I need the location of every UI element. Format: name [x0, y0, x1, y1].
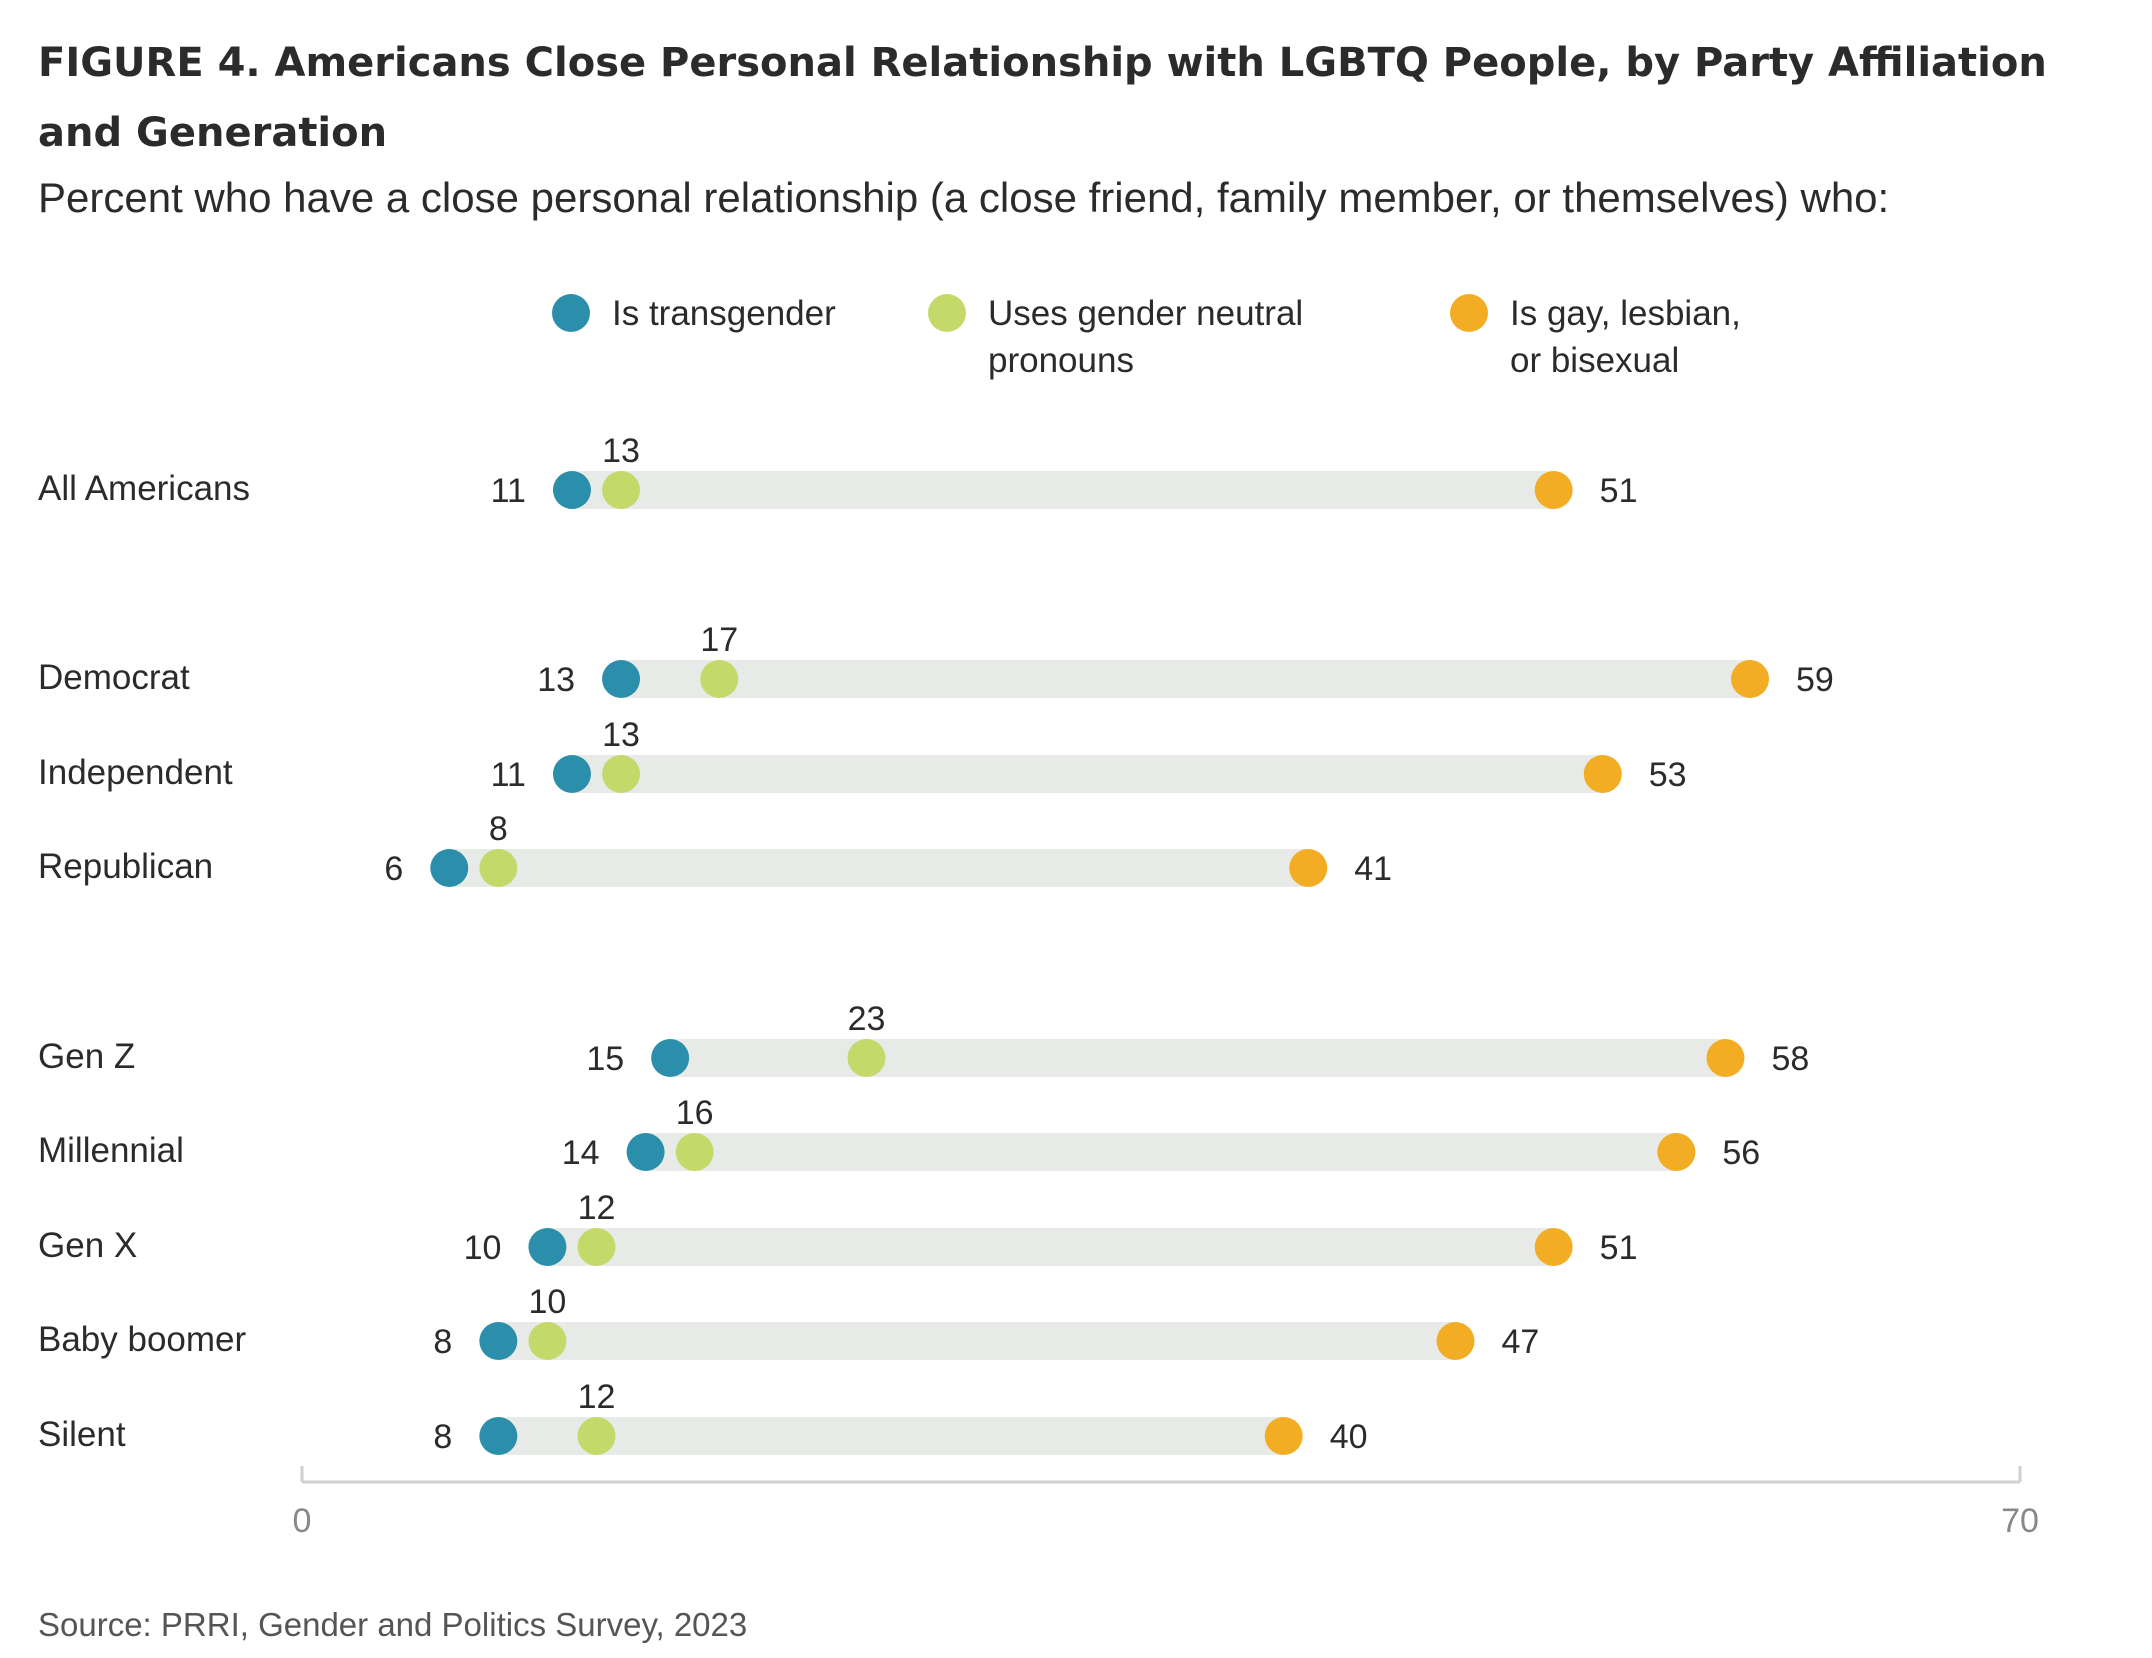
row-label: Silent — [38, 1415, 126, 1454]
row-label: Gen X — [38, 1226, 138, 1265]
legend-line: Is transgender — [612, 294, 836, 333]
range-track — [449, 849, 1309, 887]
row-label: Gen Z — [38, 1037, 136, 1076]
dot-transgender — [479, 1417, 518, 1455]
value-label-transgender: 14 — [562, 1134, 600, 1172]
value-label-neutral: 17 — [700, 621, 738, 659]
value-label-neutral: 13 — [602, 716, 640, 754]
value-label-lgb: 56 — [1722, 1134, 1760, 1172]
value-label-neutral: 12 — [578, 1378, 616, 1416]
dot-neutral — [602, 755, 641, 793]
value-label-lgb: 51 — [1600, 472, 1638, 510]
value-label-transgender: 11 — [491, 472, 526, 510]
value-label-transgender: 10 — [464, 1229, 502, 1267]
chart-title: FIGURE 4. Americans Close Personal Relat… — [38, 40, 2047, 156]
range-track — [498, 1417, 1284, 1455]
value-label-transgender: 11 — [491, 756, 526, 794]
source-note: Source: PRRI, Gender and Politics Survey… — [38, 1606, 748, 1643]
row-label: Baby boomer — [38, 1320, 247, 1359]
legend-dot-lgb — [1450, 294, 1488, 332]
range-track — [547, 1228, 1554, 1266]
value-label-transgender: 15 — [586, 1040, 624, 1078]
row-label: All Americans — [38, 469, 251, 508]
value-label-lgb: 41 — [1354, 850, 1392, 888]
legend-line: Uses gender neutral — [988, 294, 1304, 333]
value-label-lgb: 58 — [1771, 1040, 1809, 1078]
dot-transgender — [430, 849, 469, 887]
value-label-transgender: 8 — [433, 1418, 452, 1456]
legend-label-lgb: Is gay, lesbian, or bisexual — [1510, 290, 1870, 384]
chart-subtitle: Percent who have a close personal relati… — [38, 174, 1890, 221]
dot-transgender — [602, 660, 641, 698]
value-label-neutral: 23 — [848, 1000, 886, 1038]
legend-item-transgender: Is transgender — [552, 290, 972, 337]
dot-transgender — [528, 1228, 567, 1266]
dot-neutral — [577, 1417, 616, 1455]
x-tick-label: 70 — [2001, 1502, 2039, 1540]
value-label-lgb: 53 — [1649, 756, 1687, 794]
range-track — [498, 1322, 1456, 1360]
legend-label-transgender: Is transgender — [612, 290, 972, 337]
dot-lgb — [1436, 1322, 1475, 1360]
dot-neutral — [528, 1322, 567, 1360]
range-track — [670, 1039, 1726, 1077]
dot-lgb — [1534, 471, 1573, 509]
x-tick-label: 0 — [293, 1502, 312, 1540]
dot-neutral — [700, 660, 739, 698]
value-label-lgb: 40 — [1330, 1418, 1368, 1456]
legend-item-lgb: Is gay, lesbian, or bisexual — [1450, 290, 1870, 384]
row-label: Republican — [38, 847, 214, 886]
dot-lgb — [1289, 849, 1328, 887]
legend-line: Is gay, lesbian, — [1510, 294, 1741, 333]
value-label-neutral: 12 — [578, 1189, 616, 1227]
value-label-neutral: 10 — [529, 1283, 567, 1321]
value-label-transgender: 6 — [384, 850, 403, 888]
legend-dot-neutral — [928, 294, 966, 332]
dot-neutral — [577, 1228, 616, 1266]
value-label-neutral: 16 — [676, 1094, 714, 1132]
value-label-transgender: 8 — [433, 1323, 452, 1361]
dot-neutral — [675, 1133, 714, 1171]
dot-transgender — [651, 1039, 690, 1077]
dot-lgb — [1657, 1133, 1696, 1171]
row-label: Democrat — [38, 658, 190, 697]
dot-transgender — [626, 1133, 665, 1171]
dot-neutral — [847, 1039, 886, 1077]
dot-transgender — [552, 755, 591, 793]
value-label-transgender: 13 — [537, 661, 575, 699]
dot-neutral — [602, 471, 641, 509]
dot-neutral — [479, 849, 518, 887]
range-track — [571, 471, 1554, 509]
value-label-lgb: 47 — [1502, 1323, 1540, 1361]
legend-label-neutral: Uses gender neutral pronouns — [988, 290, 1348, 384]
row-label: Independent — [38, 753, 233, 792]
legend-item-neutral: Uses gender neutral pronouns — [928, 290, 1348, 384]
legend-line: or bisexual — [1510, 341, 1680, 380]
dot-transgender — [552, 471, 591, 509]
dot-lgb — [1264, 1417, 1303, 1455]
dot-lgb — [1706, 1039, 1745, 1077]
dot-lgb — [1583, 755, 1622, 793]
dot-lgb — [1534, 1228, 1573, 1266]
value-label-lgb: 51 — [1600, 1229, 1638, 1267]
range-track — [571, 755, 1603, 793]
range-track — [645, 1133, 1677, 1171]
legend-line: pronouns — [988, 341, 1134, 380]
dot-lgb — [1731, 660, 1770, 698]
value-label-lgb: 59 — [1796, 661, 1834, 699]
value-label-neutral: 13 — [602, 432, 640, 470]
dot-transgender — [479, 1322, 518, 1360]
value-label-neutral: 8 — [489, 810, 508, 848]
legend-dot-transgender — [552, 294, 590, 332]
row-label: Millennial — [38, 1131, 184, 1170]
range-track — [621, 660, 1751, 698]
